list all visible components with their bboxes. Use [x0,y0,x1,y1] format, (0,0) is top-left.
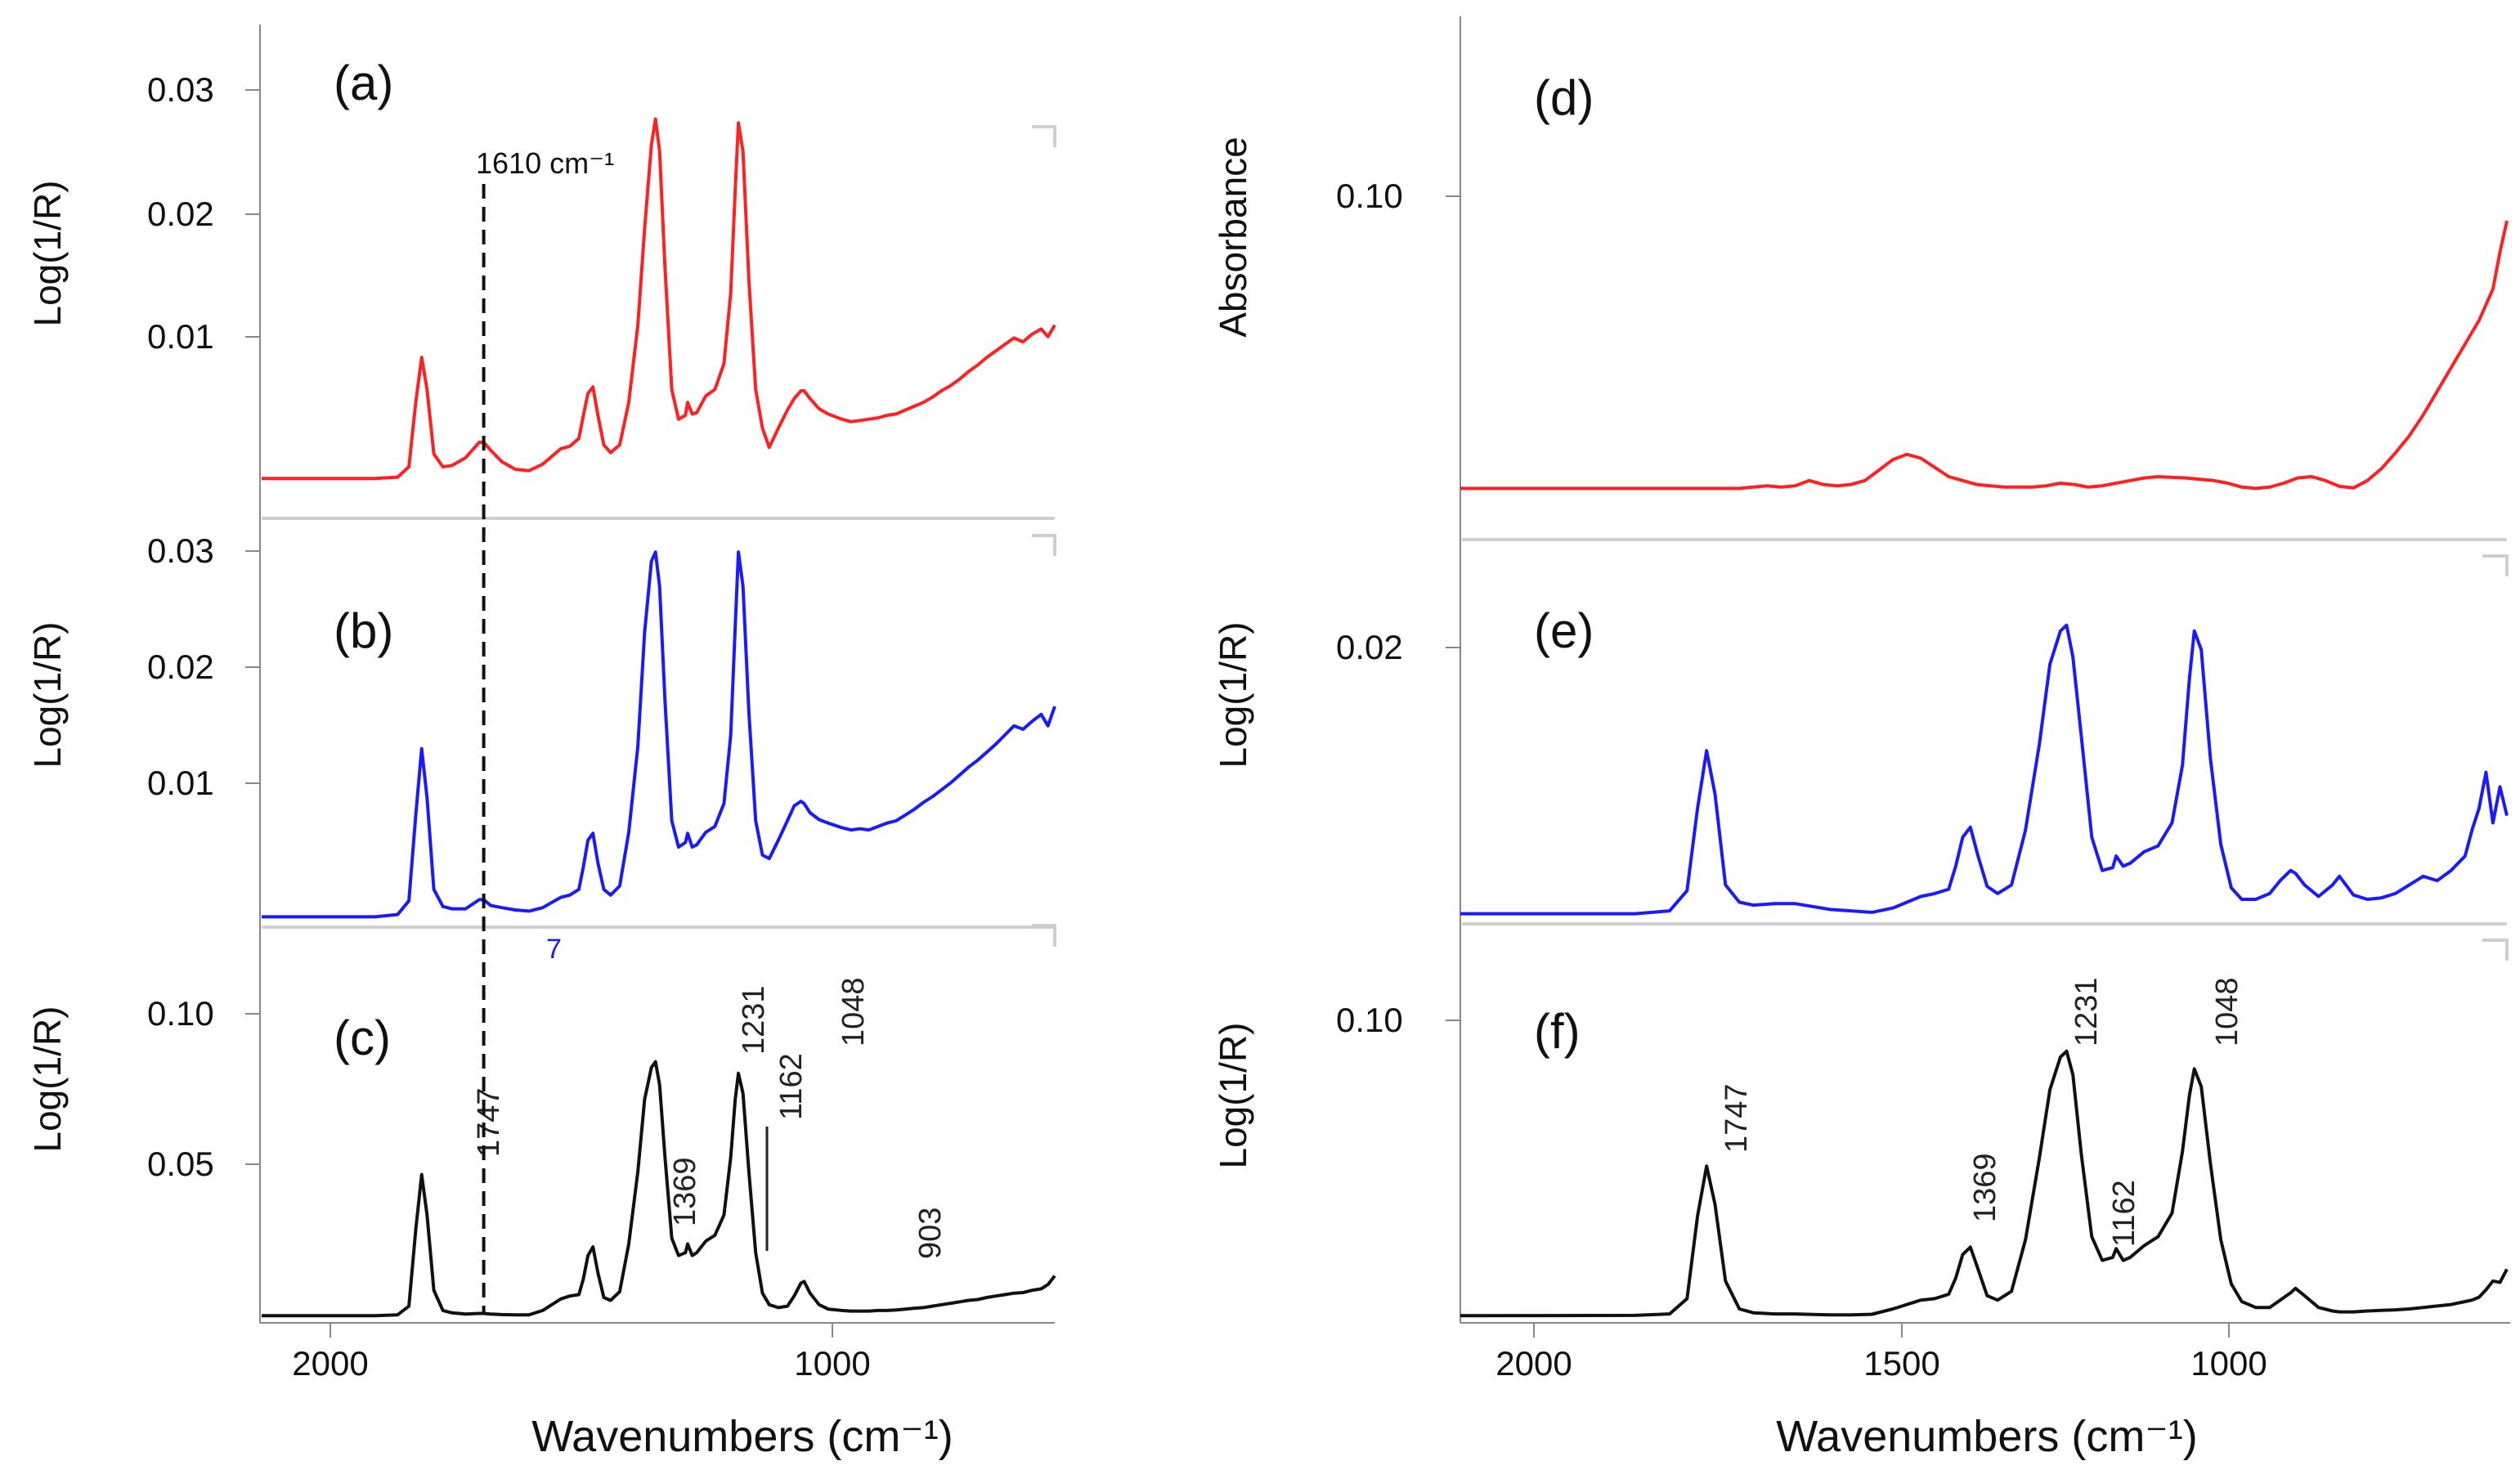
panel-c: 0.05 0.10 Log(1/R) (c) 1747 1369 1231 11… [26,924,1056,1318]
peak-label-1162-f: 1162 [2107,1180,2141,1247]
panel-b-y-tick-label-2: 0.02 [147,648,214,686]
panel-b-spectrum [262,550,1056,919]
right-column: 2000 1500 1000 Wavenumbers (cm⁻¹) [1460,16,2510,1461]
panel-f-spectrum [1460,1049,2509,1318]
peak-label-1162-c: 1162 [774,1053,809,1120]
panel-d-y-tick-label-1: 0.10 [1336,177,1403,215]
panel-d-label: (d) [1534,70,1594,125]
panel-b-y-tick-label-3: 0.03 [147,531,214,570]
panel-e-y-axis-label: Log(1/R) [1212,622,1254,769]
panel-b: 0.01 0.02 0.03 Log(1/R) (b) [26,531,1056,929]
stray-mark: 7 [546,934,562,965]
right-x-tick-label-2000: 2000 [1495,1344,1572,1383]
panel-a-y-axis-label: Log(1/R) [26,181,69,327]
dashed-line-label: 1610 cm⁻¹ [476,146,614,180]
panel-a-label: (a) [334,56,393,110]
peak-label-1048-c: 1048 [836,977,871,1046]
panel-c-spectrum [262,1060,1056,1318]
left-x-tick-label-2000: 2000 [292,1344,368,1383]
panel-a-y-tick-label-1: 0.01 [147,317,214,356]
left-x-tick-label-1000: 1000 [794,1344,870,1383]
panel-c-corner-mark [1032,924,1056,947]
peak-label-903-c: 903 [913,1208,948,1259]
right-x-tick-label-1000: 1000 [2190,1344,2267,1383]
panel-e-spectrum [1460,623,2509,916]
panel-a-y-tick-label-2: 0.02 [147,195,214,233]
panel-c-y-tick-label-2: 0.10 [147,994,214,1033]
peak-label-1369-f: 1369 [1968,1153,2002,1222]
peak-label-1048-f: 1048 [2210,977,2244,1046]
panel-f-label: (f) [1534,1004,1581,1059]
panel-b-label: (b) [334,603,393,658]
left-x-axis-label: Wavenumbers (cm⁻¹) [531,1412,953,1461]
right-x-axis-label: Wavenumbers (cm⁻¹) [1776,1412,2198,1461]
panel-d-spectrum [1460,220,2509,491]
peak-label-1747-c: 1747 [472,1087,506,1157]
panel-f: 0.10 Log(1/R) (f) 1747 1369 1231 1162 10… [1212,977,2509,1318]
dashed-marker: 1610 cm⁻¹ 7 [476,146,614,1315]
right-x-tick-label-1500: 1500 [1863,1344,1939,1383]
panel-b-corner-mark [1032,534,1056,556]
panel-e-corner-mark [2482,939,2509,961]
panel-a-corner-mark [1032,125,1056,147]
panel-d-y-axis-label: Absorbance [1212,137,1254,338]
peak-label-1747-f: 1747 [1720,1083,1754,1153]
panel-d-corner-mark [2482,554,2509,576]
peak-label-1231-c: 1231 [737,985,771,1055]
panel-f-y-axis-label: Log(1/R) [1212,1023,1254,1169]
left-column: 2000 1000 Wavenumbers (cm⁻¹) [259,25,1055,1461]
panel-a: 0.01 0.02 0.03 Log(1/R) (a) [26,56,1056,520]
panel-f-y-tick-label-1: 0.10 [1336,1001,1403,1039]
panel-b-y-axis-label: Log(1/R) [26,622,69,769]
panel-a-spectrum [262,117,1056,481]
panel-c-y-tick-label-1: 0.05 [147,1145,214,1183]
panel-c-y-axis-label: Log(1/R) [26,1006,69,1153]
panel-e: 0.02 Log(1/R) (e) [1212,603,2509,961]
panel-e-label: (e) [1534,603,1594,658]
panel-d: 0.10 Absorbance (d) [1212,70,2509,576]
panel-b-y-tick-label-1: 0.01 [147,764,214,802]
panel-c-label: (c) [334,1011,391,1065]
panel-a-y-tick-label-3: 0.03 [147,70,214,109]
peak-label-1231-f: 1231 [2069,977,2104,1046]
peak-label-1369-c: 1369 [668,1157,702,1226]
panel-e-y-tick-label-1: 0.02 [1336,628,1403,666]
